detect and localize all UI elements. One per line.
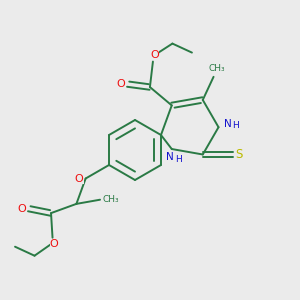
Text: N: N: [167, 152, 174, 161]
Text: O: O: [50, 239, 58, 249]
Text: O: O: [75, 173, 83, 184]
Text: O: O: [18, 204, 26, 214]
Text: H: H: [175, 155, 182, 164]
Text: O: O: [150, 50, 159, 60]
Text: H: H: [232, 121, 238, 130]
Text: CH₃: CH₃: [209, 64, 226, 73]
Text: S: S: [236, 148, 243, 161]
Text: O: O: [116, 79, 125, 89]
Text: N: N: [224, 119, 232, 129]
Text: CH₃: CH₃: [102, 195, 119, 204]
